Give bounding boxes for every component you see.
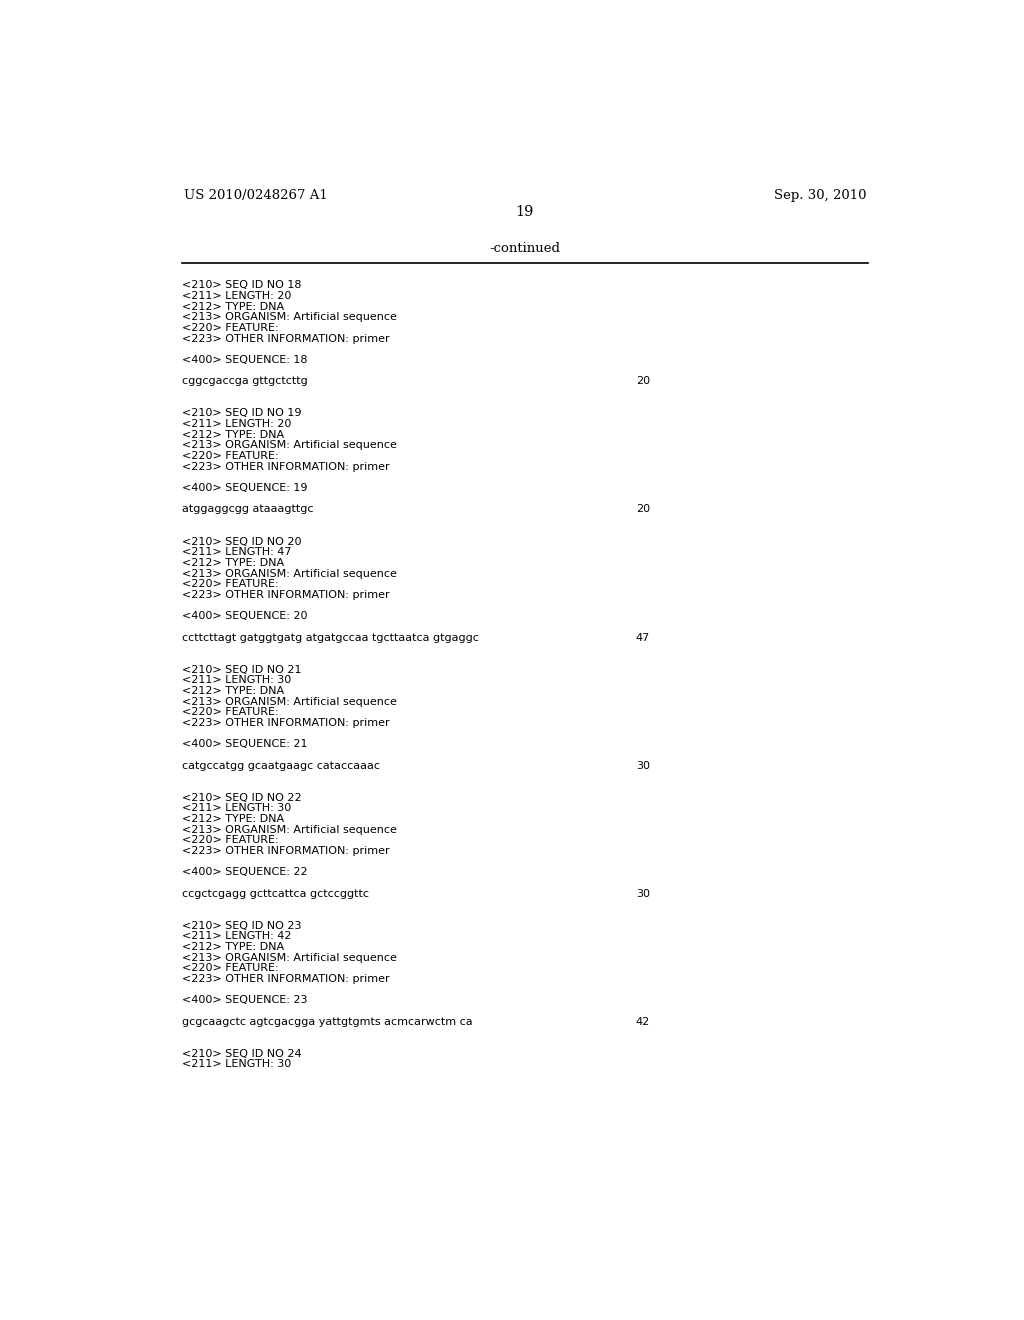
Text: <212> TYPE: DNA: <212> TYPE: DNA <box>182 942 284 952</box>
Text: <212> TYPE: DNA: <212> TYPE: DNA <box>182 558 284 568</box>
Text: 20: 20 <box>636 504 650 515</box>
Text: ccttcttagt gatggtgatg atgatgccaa tgcttaatca gtgaggc: ccttcttagt gatggtgatg atgatgccaa tgcttaa… <box>182 632 479 643</box>
Text: <210> SEQ ID NO 21: <210> SEQ ID NO 21 <box>182 664 301 675</box>
Text: <220> FEATURE:: <220> FEATURE: <box>182 836 279 845</box>
Text: gcgcaagctc agtcgacgga yattgtgmts acmcarwctm ca: gcgcaagctc agtcgacgga yattgtgmts acmcarw… <box>182 1016 473 1027</box>
Text: US 2010/0248267 A1: US 2010/0248267 A1 <box>183 189 328 202</box>
Text: <211> LENGTH: 47: <211> LENGTH: 47 <box>182 548 292 557</box>
Text: 20: 20 <box>636 376 650 387</box>
Text: <223> OTHER INFORMATION: primer: <223> OTHER INFORMATION: primer <box>182 590 389 599</box>
Text: <212> TYPE: DNA: <212> TYPE: DNA <box>182 302 284 312</box>
Text: Sep. 30, 2010: Sep. 30, 2010 <box>773 189 866 202</box>
Text: <210> SEQ ID NO 24: <210> SEQ ID NO 24 <box>182 1049 302 1059</box>
Text: <213> ORGANISM: Artificial sequence: <213> ORGANISM: Artificial sequence <box>182 313 397 322</box>
Text: cggcgaccga gttgctcttg: cggcgaccga gttgctcttg <box>182 376 308 387</box>
Text: atggaggcgg ataaagttgc: atggaggcgg ataaagttgc <box>182 504 313 515</box>
Text: 42: 42 <box>636 1016 650 1027</box>
Text: <211> LENGTH: 30: <211> LENGTH: 30 <box>182 676 291 685</box>
Text: <400> SEQUENCE: 23: <400> SEQUENCE: 23 <box>182 995 307 1006</box>
Text: <213> ORGANISM: Artificial sequence: <213> ORGANISM: Artificial sequence <box>182 953 397 962</box>
Text: <223> OTHER INFORMATION: primer: <223> OTHER INFORMATION: primer <box>182 462 389 471</box>
Text: 30: 30 <box>636 888 650 899</box>
Text: 19: 19 <box>516 206 534 219</box>
Text: <211> LENGTH: 30: <211> LENGTH: 30 <box>182 1060 291 1069</box>
Text: <220> FEATURE:: <220> FEATURE: <box>182 708 279 717</box>
Text: catgccatgg gcaatgaagc cataccaaac: catgccatgg gcaatgaagc cataccaaac <box>182 760 380 771</box>
Text: <210> SEQ ID NO 22: <210> SEQ ID NO 22 <box>182 792 302 803</box>
Text: <223> OTHER INFORMATION: primer: <223> OTHER INFORMATION: primer <box>182 846 389 855</box>
Text: <220> FEATURE:: <220> FEATURE: <box>182 323 279 333</box>
Text: <210> SEQ ID NO 18: <210> SEQ ID NO 18 <box>182 280 301 290</box>
Text: 47: 47 <box>636 632 650 643</box>
Text: <211> LENGTH: 20: <211> LENGTH: 20 <box>182 420 292 429</box>
Text: 30: 30 <box>636 760 650 771</box>
Text: <213> ORGANISM: Artificial sequence: <213> ORGANISM: Artificial sequence <box>182 569 397 578</box>
Text: <210> SEQ ID NO 19: <210> SEQ ID NO 19 <box>182 408 301 418</box>
Text: <212> TYPE: DNA: <212> TYPE: DNA <box>182 814 284 824</box>
Text: <213> ORGANISM: Artificial sequence: <213> ORGANISM: Artificial sequence <box>182 441 397 450</box>
Text: <213> ORGANISM: Artificial sequence: <213> ORGANISM: Artificial sequence <box>182 825 397 834</box>
Text: <400> SEQUENCE: 21: <400> SEQUENCE: 21 <box>182 739 307 750</box>
Text: <223> OTHER INFORMATION: primer: <223> OTHER INFORMATION: primer <box>182 718 389 727</box>
Text: <210> SEQ ID NO 20: <210> SEQ ID NO 20 <box>182 536 301 546</box>
Text: <210> SEQ ID NO 23: <210> SEQ ID NO 23 <box>182 920 301 931</box>
Text: <223> OTHER INFORMATION: primer: <223> OTHER INFORMATION: primer <box>182 974 389 985</box>
Text: -continued: -continued <box>489 242 560 255</box>
Text: <212> TYPE: DNA: <212> TYPE: DNA <box>182 686 284 696</box>
Text: <400> SEQUENCE: 22: <400> SEQUENCE: 22 <box>182 867 307 878</box>
Text: <400> SEQUENCE: 19: <400> SEQUENCE: 19 <box>182 483 307 494</box>
Text: <220> FEATURE:: <220> FEATURE: <box>182 579 279 589</box>
Text: <220> FEATURE:: <220> FEATURE: <box>182 451 279 461</box>
Text: <213> ORGANISM: Artificial sequence: <213> ORGANISM: Artificial sequence <box>182 697 397 706</box>
Text: <220> FEATURE:: <220> FEATURE: <box>182 964 279 973</box>
Text: <223> OTHER INFORMATION: primer: <223> OTHER INFORMATION: primer <box>182 334 389 343</box>
Text: <400> SEQUENCE: 20: <400> SEQUENCE: 20 <box>182 611 307 622</box>
Text: <211> LENGTH: 20: <211> LENGTH: 20 <box>182 290 292 301</box>
Text: <211> LENGTH: 42: <211> LENGTH: 42 <box>182 932 292 941</box>
Text: <212> TYPE: DNA: <212> TYPE: DNA <box>182 430 284 440</box>
Text: <211> LENGTH: 30: <211> LENGTH: 30 <box>182 804 291 813</box>
Text: <400> SEQUENCE: 18: <400> SEQUENCE: 18 <box>182 355 307 366</box>
Text: ccgctcgagg gcttcattca gctccggttc: ccgctcgagg gcttcattca gctccggttc <box>182 888 369 899</box>
